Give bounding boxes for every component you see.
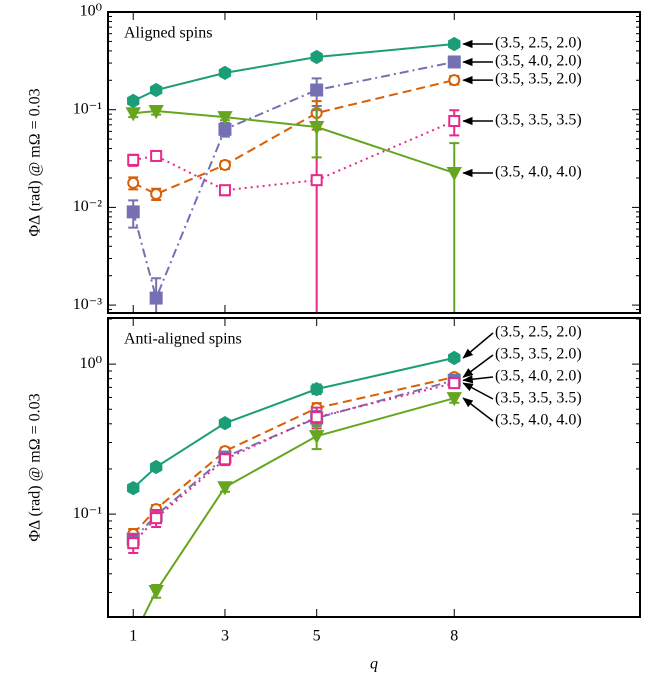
series-label: (3.5, 4.0, 2.0): [495, 368, 582, 385]
series-line: [142, 397, 455, 617]
marker: [127, 537, 140, 550]
series-label: (3.5, 3.5, 2.0): [495, 71, 582, 88]
y-axis-label: ΦΔ (rad) @ mΩ = 0.03: [27, 88, 44, 236]
plot-area: [125, 36, 462, 313]
series-label: (3.5, 4.0, 4.0): [495, 164, 582, 181]
marker: [150, 149, 163, 162]
y-tick-label: 10⁻¹: [73, 100, 102, 117]
plot-area: [126, 350, 462, 617]
marker: [448, 36, 461, 52]
series-line: [132, 79, 455, 196]
marker: [448, 74, 461, 87]
marker: [448, 115, 461, 128]
series-label: (3.5, 3.5, 3.5): [495, 390, 582, 407]
y-tick-label: 10⁻²: [73, 198, 102, 215]
series-label: (3.5, 3.5, 3.5): [495, 112, 582, 129]
marker: [125, 107, 141, 122]
marker: [127, 93, 140, 109]
x-tick-label: 8: [450, 628, 458, 645]
series-label: (3.5, 4.0, 2.0): [495, 53, 582, 70]
marker: [218, 453, 231, 466]
marker: [149, 82, 163, 98]
marker: [126, 205, 140, 219]
marker: [127, 176, 140, 189]
marker: [218, 158, 231, 171]
marker: [149, 459, 163, 475]
panel-title: Aligned spins: [124, 25, 212, 42]
marker: [446, 392, 462, 407]
series-line: [132, 60, 455, 302]
marker: [310, 411, 323, 424]
x-tick-label: 3: [221, 628, 229, 645]
annotation-arrow: [462, 332, 494, 359]
panel-title: Anti-aligned spins: [124, 331, 242, 348]
marker: [218, 415, 232, 431]
marker: [448, 377, 461, 390]
series-label: (3.5, 3.5, 2.0): [495, 346, 582, 363]
marker: [150, 188, 163, 201]
y-axis-label: ΦΔ (rad) @ mΩ = 0.03: [27, 393, 44, 541]
panel-frame: [107, 11, 641, 314]
marker: [448, 350, 461, 366]
panel-frame: [107, 317, 641, 618]
x-tick-label: 5: [313, 628, 321, 645]
marker: [310, 174, 323, 187]
marker: [218, 65, 232, 81]
annotation-arrow: [462, 397, 494, 422]
marker: [308, 121, 325, 136]
series-line: [132, 376, 455, 535]
series-label: (3.5, 4.0, 4.0): [495, 412, 582, 429]
y-tick-label: 10⁻¹: [73, 505, 102, 522]
series-label: (3.5, 2.5, 2.0): [495, 35, 582, 52]
annotation-arrow: [462, 375, 494, 384]
y-tick-label: 10⁻³: [73, 296, 102, 313]
x-tick-label: 1: [129, 628, 137, 645]
annotation-arrow: [462, 382, 494, 400]
y-tick-label: 10⁰: [80, 3, 102, 20]
marker: [217, 481, 233, 496]
error-bar: [151, 277, 162, 313]
marker: [446, 166, 462, 182]
series-line: [132, 356, 455, 489]
marker: [150, 512, 163, 525]
series-line: [132, 382, 455, 544]
marker: [148, 104, 164, 120]
marker: [148, 585, 164, 600]
marker: [127, 480, 140, 496]
marker: [218, 122, 232, 136]
marker: [218, 184, 231, 197]
marker: [149, 291, 163, 305]
annotation-arrow: [462, 354, 494, 378]
x-axis-label: q: [370, 656, 378, 673]
marker: [127, 153, 140, 166]
series-label: (3.5, 2.5, 2.0): [495, 324, 582, 341]
marker: [308, 430, 325, 445]
marker: [217, 111, 233, 126]
y-tick-label: 10⁰: [80, 355, 102, 372]
series-line: [132, 379, 455, 540]
marker: [310, 49, 323, 65]
series-line: [133, 120, 455, 192]
marker: [447, 55, 461, 69]
marker: [310, 83, 324, 97]
marker: [310, 381, 323, 397]
